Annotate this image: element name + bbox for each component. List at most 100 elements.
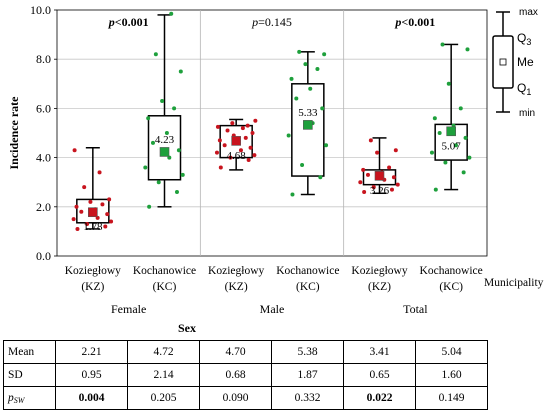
data-point: [180, 172, 185, 177]
legend-q3-label: Q3: [517, 31, 531, 47]
data-point: [246, 158, 251, 163]
stats-row: SD 0.95 2.14 0.68 1.87 0.65 1.60: [3, 363, 488, 387]
median-label: 4.68: [227, 150, 247, 162]
y-axis-label: Incidence rate: [7, 96, 21, 170]
data-point: [432, 116, 437, 121]
data-point: [318, 175, 323, 180]
median-label: 4.23: [155, 134, 175, 146]
category-label-line2: (KZ): [81, 281, 104, 293]
legend-median-marker: [499, 58, 507, 66]
median-marker: [159, 147, 170, 157]
data-point: [245, 123, 250, 128]
data-point: [375, 150, 380, 155]
data-point: [169, 11, 174, 16]
data-point: [289, 76, 294, 81]
median-marker: [446, 126, 456, 137]
data-point: [389, 187, 394, 192]
box-plot-chart: 1.78 4.23 4.68 5.33 3.26 5.07 0.0 2.0 4.0 6.0 8.0…: [7, 3, 544, 335]
category-label-line1: Kochanowice: [276, 265, 339, 277]
data-point: [75, 226, 80, 231]
data-point: [150, 140, 155, 145]
category-label-line1: Koziegłowy: [351, 265, 407, 277]
stats-table: Mean 2.21 4.72 4.70 5.38 3.41 5.04 SD 0.95 2.14 0.…: [3, 340, 488, 410]
data-point: [433, 187, 438, 192]
category-label-line2: (KC): [296, 281, 320, 293]
boxes-layer: 1.78 4.23 4.68 5.33 3.26 5.07: [71, 11, 472, 233]
data-point: [217, 138, 222, 143]
data-point: [105, 212, 110, 217]
data-point: [79, 209, 84, 214]
municipality-label: Municipality: [484, 277, 544, 289]
box-2: 4.68: [214, 118, 258, 171]
stats-cell: 0.205: [127, 386, 200, 410]
data-point: [395, 182, 400, 187]
legend-me-label: Me: [517, 55, 534, 69]
data-point: [160, 99, 165, 104]
data-point: [320, 106, 325, 111]
data-point: [324, 143, 329, 148]
data-point: [164, 131, 169, 135]
category-label-line1: Kochanowice: [420, 265, 483, 277]
y-tick-label: 8.0: [36, 52, 51, 66]
stats-cell: 1.87: [271, 363, 344, 387]
group-label: Female: [111, 302, 146, 316]
stats-cell: 1.60: [415, 363, 488, 387]
category-label-line2: (KZ): [225, 281, 248, 293]
data-point: [88, 199, 93, 204]
box-3: 5.33: [286, 49, 329, 197]
group-label: Male: [260, 302, 285, 316]
data-point: [72, 148, 77, 153]
median-label: 5.07: [442, 140, 462, 152]
data-point: [391, 175, 396, 180]
data-point: [286, 133, 291, 138]
stats-cell: 4.72: [127, 340, 200, 364]
data-point: [153, 52, 158, 57]
y-tick-label: 4.0: [36, 151, 51, 165]
legend: max Q3 Me Q1 min: [492, 7, 538, 119]
data-point: [440, 42, 445, 47]
data-point: [387, 165, 392, 170]
data-point: [443, 160, 448, 165]
data-point: [362, 190, 367, 195]
category-label-line2: (KZ): [368, 281, 391, 293]
stats-table-body: Mean 2.21 4.72 4.70 5.38 3.41 5.04 SD 0.95 2.14 0.…: [3, 340, 488, 410]
data-point: [228, 155, 233, 160]
stats-cell: 2.21: [55, 340, 128, 364]
stats-row-label: pSW: [3, 386, 56, 410]
data-point: [453, 143, 458, 148]
data-point: [300, 162, 305, 167]
data-point: [85, 222, 90, 227]
y-tick-label: 0.0: [36, 249, 51, 263]
stats-cell: 0.090: [199, 386, 272, 410]
data-point: [465, 47, 470, 52]
data-point: [463, 135, 468, 140]
data-point: [429, 150, 434, 155]
data-point: [74, 204, 79, 209]
data-point: [461, 170, 466, 175]
stats-cell: 0.022: [343, 386, 416, 410]
y-tick-label: 6.0: [36, 101, 51, 115]
plot-frame: [56, 9, 488, 257]
stats-cell: 5.38: [271, 340, 344, 364]
legend-min-label: min: [519, 108, 535, 119]
category-label-line1: Koziegłowy: [208, 265, 264, 277]
data-point: [214, 150, 219, 155]
data-point: [437, 131, 442, 135]
p-value-label: p<0.001: [394, 15, 435, 29]
stats-row-label: SD: [3, 363, 56, 387]
data-point: [253, 118, 258, 123]
data-point: [238, 148, 243, 153]
data-point: [222, 143, 227, 148]
data-point: [250, 131, 255, 135]
median-marker: [88, 207, 98, 218]
stats-row: Mean 2.21 4.72 4.70 5.38 3.41 5.04: [3, 340, 488, 364]
p-value-label: p<0.001: [108, 15, 149, 29]
data-point: [358, 180, 363, 185]
data-point: [297, 49, 302, 54]
stats-cell: 2.14: [127, 363, 200, 387]
median-marker: [231, 136, 241, 146]
stats-cell: 0.68: [199, 363, 272, 387]
data-point: [174, 190, 179, 195]
stats-row-label: Mean: [3, 340, 56, 364]
stats-cell: 0.95: [55, 363, 128, 387]
